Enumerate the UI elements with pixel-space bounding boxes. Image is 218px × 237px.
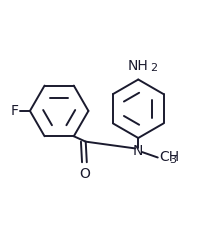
Text: CH: CH — [159, 150, 179, 164]
Text: F: F — [11, 104, 19, 118]
Text: NH: NH — [128, 59, 149, 73]
Text: O: O — [79, 167, 90, 181]
Text: 2: 2 — [150, 63, 157, 73]
Text: 3: 3 — [170, 155, 177, 165]
Text: N: N — [133, 144, 143, 158]
